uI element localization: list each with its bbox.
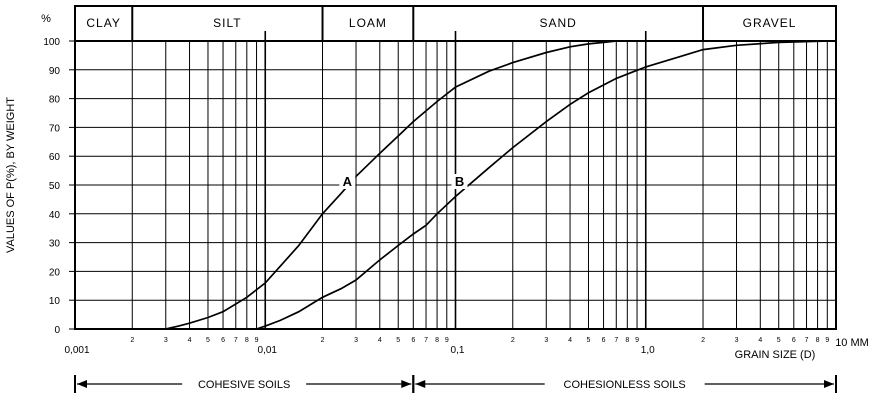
group-arrowhead: [824, 380, 834, 388]
y-tick-label: 30: [49, 239, 61, 250]
group-label-cohesionless: COHESIONLESS SOILS: [564, 379, 686, 391]
soil-class-sand: SAND: [539, 16, 576, 30]
x-minor-tick-label: 9: [445, 337, 449, 344]
y-tick-label: 10: [49, 296, 61, 307]
x-minor-tick-label: 8: [816, 337, 820, 344]
group-arrowhead: [77, 380, 87, 388]
curve-b: [256, 40, 828, 330]
curve-a: [165, 40, 646, 330]
x-minor-tick-label: 5: [587, 337, 591, 344]
group-label-cohesive: COHESIVE SOILS: [198, 379, 290, 391]
x-minor-tick-label: 9: [825, 337, 829, 344]
x-minor-tick-label: 2: [130, 337, 134, 344]
x-minor-tick-label: 4: [568, 337, 572, 344]
x-minor-tick-label: 3: [164, 337, 168, 344]
x-minor-tick-label: 9: [255, 337, 259, 344]
y-tick-label: 40: [49, 210, 61, 221]
x-minor-tick-label: 3: [354, 337, 358, 344]
y-axis-title: VALUES OF P(%), BY WEIGHT: [5, 97, 17, 253]
y-tick-label: 0: [54, 325, 60, 336]
x-minor-tick-label: 3: [735, 337, 739, 344]
x-decade-label: 0,001: [64, 345, 89, 356]
grid-lines: [69, 31, 837, 330]
x-minor-tick-label: 6: [602, 337, 606, 344]
x-minor-tick-label: 7: [234, 337, 238, 344]
x-decade-label: 0,01: [258, 345, 278, 356]
x-axis-title: GRAIN SIZE (D): [735, 349, 816, 361]
group-arrowhead: [401, 380, 412, 388]
x-minor-tick-label: 7: [614, 337, 618, 344]
x-minor-tick-label: 6: [221, 337, 225, 344]
x-minor-tick-label: 6: [792, 337, 796, 344]
x-minor-tick-label: 2: [511, 337, 515, 344]
y-tick-label: 90: [49, 66, 61, 77]
x-decade-label: 1,0: [641, 345, 655, 356]
x-minor-tick-label: 8: [435, 337, 439, 344]
soil-group-arrows: COHESIVE SOILS COHESIONLESS SOILS: [74, 375, 837, 393]
x-minor-tick-label: 8: [625, 337, 629, 344]
curve-label-mask: [339, 174, 356, 189]
x-decade-label: 0,1: [451, 345, 465, 356]
y-tick-label: 60: [49, 152, 61, 163]
x-minor-tick-label: 2: [321, 337, 325, 344]
y-tick-label: 50: [49, 181, 61, 192]
y-tick-label: 100: [43, 37, 60, 48]
x-minor-tick-label: 2: [701, 337, 705, 344]
curve-label-a: A: [343, 174, 353, 189]
x-minor-tick-label: 5: [777, 337, 781, 344]
y-tick-label: 70: [49, 123, 61, 134]
soil-class-clay: CLAY: [86, 16, 120, 30]
x-minor-tick-label: 7: [805, 337, 809, 344]
x-minor-tick-label: 5: [206, 337, 210, 344]
x-minor-tick-label: 7: [424, 337, 428, 344]
y-tick-label: 80: [49, 95, 61, 106]
x-unit-label: 10 MM: [835, 337, 869, 349]
y-unit-label: %: [41, 13, 51, 25]
soil-class-gravel: GRAVEL: [743, 16, 797, 30]
x-minor-tick-label: 8: [245, 337, 249, 344]
x-minor-tick-label: 4: [188, 337, 192, 344]
soil-class-loam: LOAM: [349, 16, 387, 30]
x-minor-tick-label: 4: [378, 337, 382, 344]
curve-label-mask: [451, 174, 468, 189]
x-minor-tick-label: 4: [758, 337, 762, 344]
x-minor-tick-label: 5: [396, 337, 400, 344]
y-tick-label: 20: [49, 267, 61, 278]
soil-class-header: CLAY SILT LOAM SAND GRAVEL: [74, 5, 837, 42]
x-minor-tick-label: 9: [635, 337, 639, 344]
group-arrowhead: [415, 380, 426, 388]
soil-class-silt: SILT: [213, 16, 241, 30]
header-frame: [74, 5, 837, 42]
curve-label-b: B: [455, 174, 464, 189]
x-minor-tick-label: 6: [411, 337, 415, 344]
x-minor-tick-label: 3: [544, 337, 548, 344]
